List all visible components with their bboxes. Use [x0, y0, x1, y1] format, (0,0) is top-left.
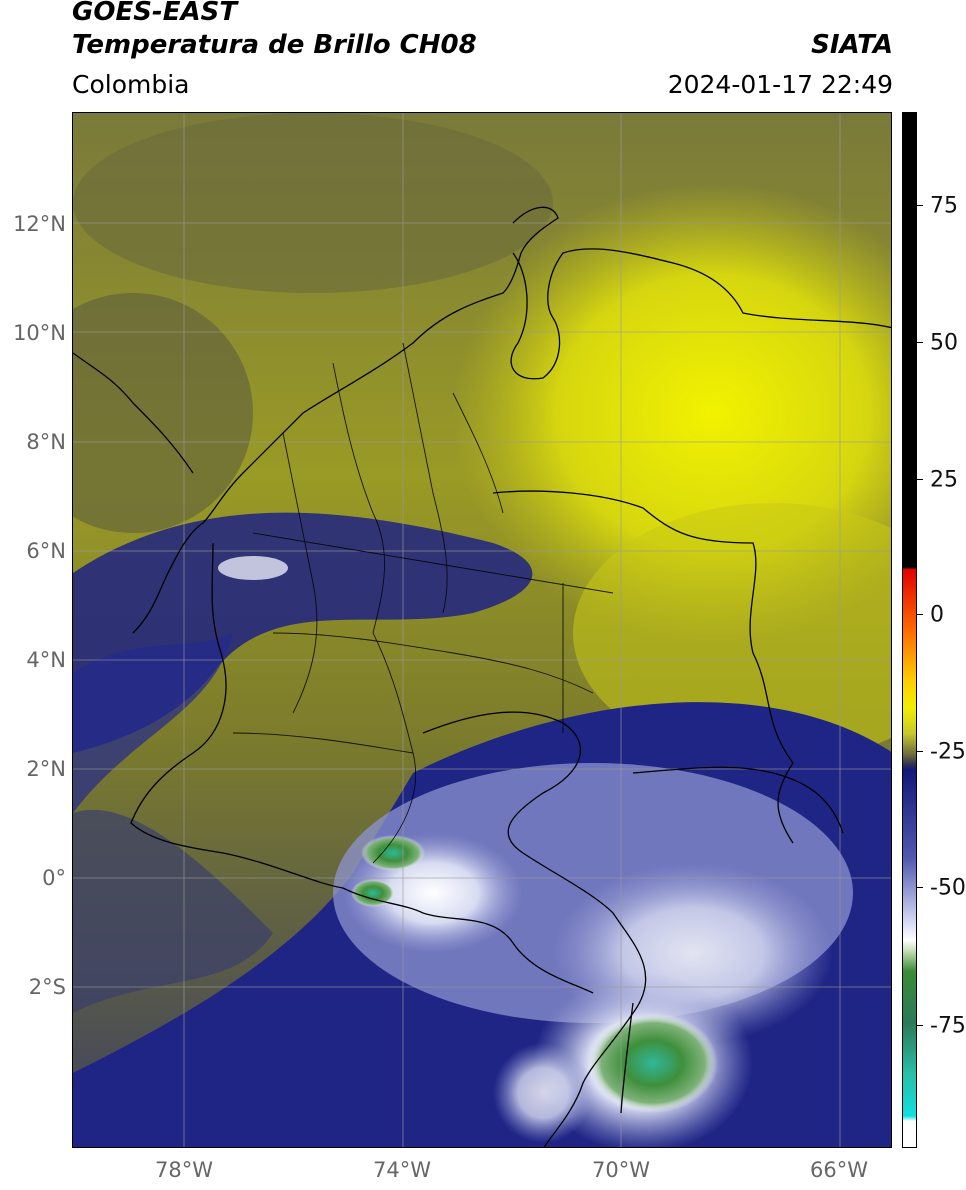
colorbar-label: 75 [930, 193, 958, 219]
lat-label: 4°N [26, 648, 66, 672]
colorbar-label: 0 [930, 602, 944, 628]
lon-label: 70°W [592, 1158, 650, 1182]
colorbar-label: 50 [930, 330, 958, 356]
colorbar-tick [917, 887, 923, 888]
colorbar-gradient [903, 113, 916, 1147]
lon-label: 66°W [810, 1158, 868, 1182]
department-borders [232, 342, 614, 864]
dark-cloud-north [73, 113, 553, 293]
convective-core-north [361, 835, 425, 871]
pacific-coast [130, 542, 344, 889]
colorbar-label: 25 [930, 467, 958, 493]
colorbar-label: -25 [930, 739, 966, 765]
colorbar-tick [917, 342, 923, 343]
maracaibo-venezuela-coast [510, 248, 891, 380]
map-panel [72, 112, 892, 1148]
timestamp-label: 2024-01-17 22:49 [667, 70, 893, 99]
region-label: Colombia [72, 70, 190, 99]
venezuela-border [492, 490, 794, 844]
lon-label: 78°W [155, 1158, 213, 1182]
colombia-brazil-border [620, 1002, 634, 1114]
colorbar-label: -50 [930, 875, 966, 901]
cold-top-southwest [493, 1043, 593, 1143]
satellite-image [73, 113, 891, 1147]
lon-label: 74°W [373, 1158, 431, 1182]
ecuador-peru-border [342, 887, 594, 994]
colorbar-tick [917, 1025, 923, 1026]
satellite-title: GOES-EAST [72, 0, 238, 27]
lat-label: 2°N [26, 757, 66, 781]
product-title: Temperatura de Brillo CH08 [72, 30, 477, 60]
lat-label: 0° [42, 866, 66, 890]
coastlines-borders [73, 206, 891, 1147]
dark-cloud-west [73, 293, 253, 533]
lat-label: 10°N [13, 321, 66, 345]
lat-label: 8°N [26, 430, 66, 454]
convective-core-west [351, 879, 395, 907]
lat-label: 6°N [26, 539, 66, 563]
colorbar-tick [917, 479, 923, 480]
colorbar-tick [917, 751, 923, 752]
convective-core-south [588, 1013, 718, 1113]
organization-label: SIATA [811, 30, 893, 60]
cold-band-coast [73, 633, 233, 813]
warm-region-east [573, 503, 891, 763]
caribbean-coast [132, 206, 559, 634]
colorbar-label: -75 [930, 1013, 966, 1039]
colorbar-tick [917, 205, 923, 206]
dark-cloud-southwest [73, 809, 273, 1013]
lat-label: 2°S [28, 975, 66, 999]
colorbar [902, 112, 917, 1148]
cold-streak-northwest [218, 556, 288, 580]
panama-coast [73, 352, 194, 474]
colorbar-tick [917, 614, 923, 615]
southern-border [632, 766, 844, 834]
lat-label: 12°N [13, 212, 66, 236]
